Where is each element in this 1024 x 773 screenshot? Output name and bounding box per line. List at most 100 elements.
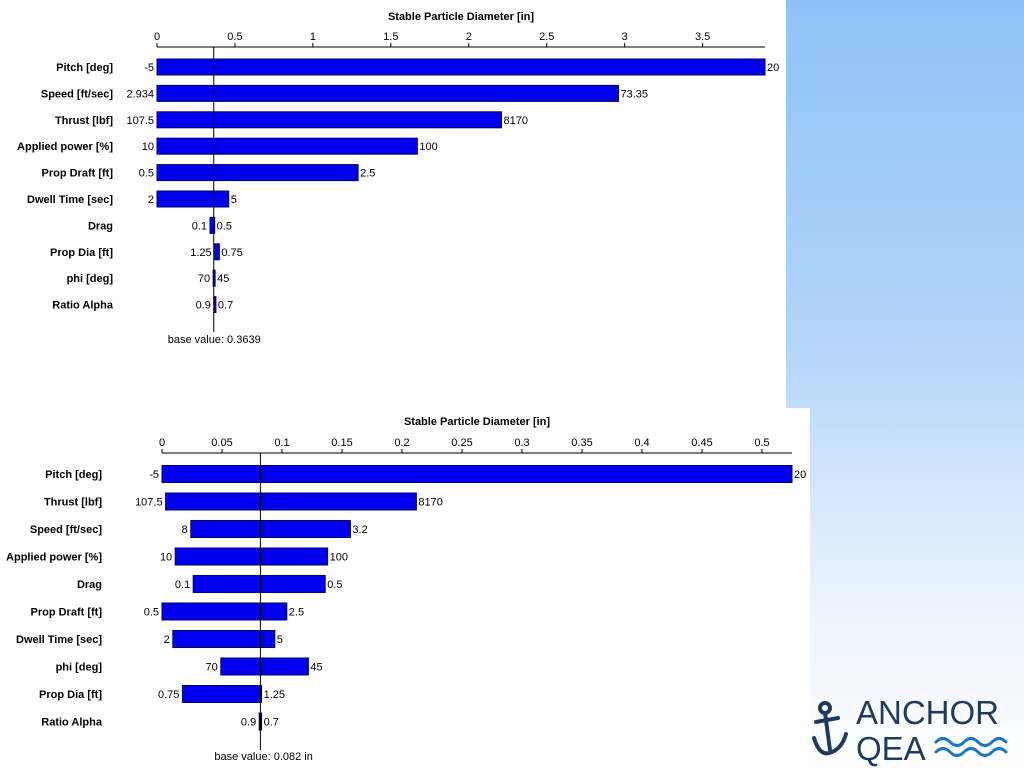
bar-high-label: 2.5 <box>360 168 375 180</box>
category-label: phi [deg] <box>67 273 114 285</box>
x-tick-label: 0.25 <box>451 437 472 449</box>
category-label: Applied power [%] <box>17 141 113 153</box>
base-value-label: base value: 0.3639 <box>168 334 261 346</box>
x-tick-label: 0.3 <box>514 437 529 449</box>
category-label: Ratio Alpha <box>52 300 114 312</box>
bar-low-label: 0.1 <box>175 579 190 591</box>
bar <box>161 602 288 621</box>
bar-high-label: 1.25 <box>264 689 285 701</box>
category-label: Applied power [%] <box>6 552 102 564</box>
bar-high-label: 5 <box>231 194 237 206</box>
x-tick-label: 1.5 <box>383 31 398 43</box>
bar-low-label: 107.5 <box>135 497 163 509</box>
base-value-label: base value: 0.082 in <box>214 751 312 763</box>
tornado-chart-bottom: Stable Particle Diameter [in] 0 0.05 0.1 0.1… <box>0 408 810 768</box>
chart-title: Stable Particle Diameter [in] <box>388 11 534 23</box>
bar-low-label: 2 <box>164 634 170 646</box>
waves-icon <box>934 737 1008 757</box>
x-tick-label: 0.1 <box>274 437 289 449</box>
x-tick-label: 0.2 <box>394 437 409 449</box>
bar-high-label: 8170 <box>504 115 528 127</box>
bar-high-label: 0.5 <box>327 579 342 591</box>
x-tick-label: 1 <box>310 31 316 43</box>
bar <box>156 111 503 129</box>
bar-low-label: 10 <box>160 552 172 564</box>
bar <box>220 657 309 676</box>
category-label: Prop Draft [ft] <box>31 607 103 619</box>
bar-low-label: 10 <box>142 141 154 153</box>
category-label: Pitch [deg] <box>56 62 113 74</box>
bar <box>172 630 276 648</box>
bar <box>156 137 418 155</box>
logo-line-1: ANCHOR <box>856 694 999 731</box>
category-label: Ratio Alpha <box>41 717 103 729</box>
category-label: Prop Dia [ft] <box>39 689 102 701</box>
bar-high-label: 3.2 <box>352 524 367 536</box>
bar-low-label: 0.5 <box>144 607 159 619</box>
bar <box>209 216 216 234</box>
x-tick-label: 0.4 <box>634 437 649 449</box>
bar-high-label: 2.5 <box>289 607 304 619</box>
category-label: Drag <box>88 220 113 232</box>
bar-low-label: -5 <box>149 469 159 481</box>
bar <box>214 243 220 261</box>
x-tick-label: 3.5 <box>695 31 710 43</box>
bar-high-label: 100 <box>419 141 437 153</box>
bar-low-label: 0.9 <box>241 717 256 729</box>
category-label: Drag <box>77 579 102 591</box>
bar-low-label: -5 <box>144 62 154 74</box>
bar-high-label: 73.35 <box>620 88 648 100</box>
bar-high-label: 20 <box>767 62 779 74</box>
bar <box>161 465 793 483</box>
bar-high-label: 0.75 <box>221 247 242 259</box>
category-label: Dwell Time [sec] <box>27 194 113 206</box>
bar-low-label: 0.5 <box>139 168 154 180</box>
bar <box>192 575 326 593</box>
anchor-qea-logo: ANCHOR QEA <box>808 690 1024 768</box>
bar-low-label: 1.25 <box>190 247 211 259</box>
x-tick-label: 0.5 <box>754 437 769 449</box>
bar <box>156 164 359 182</box>
category-label: phi [deg] <box>56 662 103 674</box>
bar-low-label: 70 <box>206 662 218 674</box>
tornado-chart-bottom-svg: Stable Particle Diameter [in] 0 0.05 0.1 0.1… <box>6 416 806 763</box>
bar <box>174 547 329 566</box>
bar-low-label: 8 <box>182 524 188 536</box>
category-label: Thrust [lbf] <box>55 115 113 127</box>
x-tick-label: 3 <box>622 31 628 43</box>
x-tick-label: 0.45 <box>691 437 712 449</box>
category-label: Prop Draft [ft] <box>42 168 114 180</box>
bar-low-label: 2 <box>148 194 154 206</box>
anchor-qea-logo-svg: ANCHOR QEA <box>812 694 1008 767</box>
logo-line-2: QEA <box>856 730 926 767</box>
bar-high-label: 8170 <box>418 497 442 509</box>
bar-high-label: 0.7 <box>264 717 279 729</box>
tornado-chart-top-svg: Stable Particle Diameter [in] 0 0.5 1 1.5 2 2.… <box>17 11 779 346</box>
bar-high-label: 45 <box>217 273 229 285</box>
bar <box>156 84 619 102</box>
bar <box>156 190 230 208</box>
x-tick-label: 0.05 <box>211 437 232 449</box>
x-tick-label: 0 <box>159 437 165 449</box>
bar-high-label: 20 <box>794 469 806 481</box>
bar-high-label: 0.7 <box>218 300 233 312</box>
bar <box>156 58 766 76</box>
bar-low-label: 2.934 <box>126 88 154 100</box>
category-label: Speed [ft/sec] <box>30 524 102 536</box>
bar-high-label: 45 <box>310 662 322 674</box>
category-label: Pitch [deg] <box>45 469 102 481</box>
bar <box>165 492 417 511</box>
x-tick-label: 2.5 <box>539 31 554 43</box>
category-label: Speed [ft/sec] <box>41 88 113 100</box>
bar-high-label: 5 <box>277 634 283 646</box>
category-label: Prop Dia [ft] <box>50 247 113 259</box>
tornado-chart-top: Stable Particle Diameter [in] 0 0.5 1 1.5 2 2.… <box>0 0 786 350</box>
x-tick-label: 0.35 <box>571 437 592 449</box>
bar-low-label: 70 <box>198 273 210 285</box>
bar-low-label: 107.5 <box>126 115 154 127</box>
chart-title: Stable Particle Diameter [in] <box>404 416 550 428</box>
bar-high-label: 100 <box>330 552 348 564</box>
bar <box>190 520 351 538</box>
bar-high-label: 0.5 <box>217 220 232 232</box>
x-tick-label: 2 <box>466 31 472 43</box>
